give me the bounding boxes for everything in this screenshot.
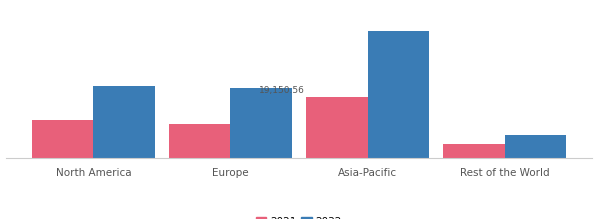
Bar [306, 97, 368, 158]
Bar [230, 88, 292, 158]
Legend: 2021, 2032: 2021, 2032 [252, 213, 346, 219]
Text: 19,150.56: 19,150.56 [259, 86, 304, 95]
Bar [505, 135, 566, 158]
Bar [93, 86, 155, 158]
Bar [443, 144, 505, 158]
Bar [169, 124, 230, 158]
Bar [32, 120, 93, 158]
Bar [368, 31, 429, 158]
